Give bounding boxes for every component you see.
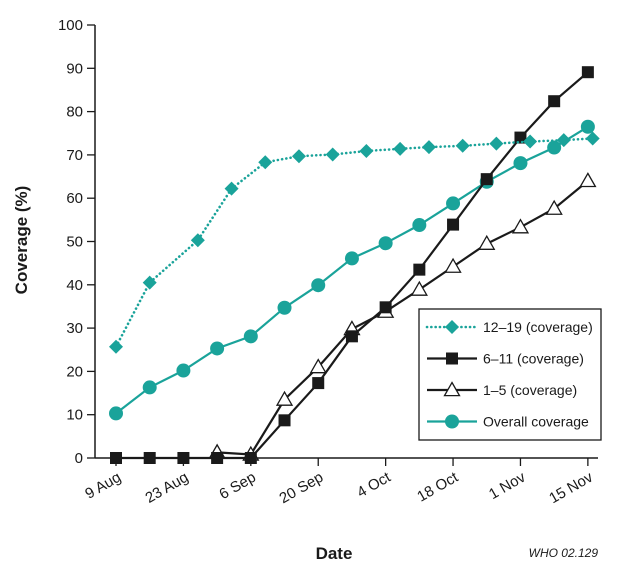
legend-label: Overall coverage [483,414,589,430]
data-point [109,339,123,354]
data-point [243,329,258,344]
legend-item: 12–19 (coverage) [425,319,593,335]
y-tick-label: 10 [66,407,83,424]
data-point [444,257,462,273]
data-point [547,140,562,155]
legend-item: 1–5 (coverage) [427,381,577,398]
data-point [177,452,190,464]
data-point [447,218,460,231]
data-point [110,452,122,464]
data-point [277,300,292,315]
data-point [344,251,359,266]
data-point [379,301,392,314]
legend-item: Overall coverage [427,414,589,430]
data-point [412,218,427,233]
legend-marker [446,352,458,365]
x-tick-label: 6 Sep [216,469,258,503]
x-tick-label: 1 Nov [486,468,529,503]
data-point [446,196,461,211]
series-line [217,180,589,456]
y-axis-title: Coverage (%) [12,186,31,295]
y-tick-label: 100 [58,17,83,34]
y-tick-label: 30 [66,320,83,337]
x-tick-label: 9 Aug [82,469,124,503]
legend-label: 12–19 (coverage) [483,319,593,335]
data-point [455,138,470,153]
data-point [211,452,224,464]
data-point [545,199,563,215]
x-tick-label: 23 Aug [142,469,191,507]
series-layer [109,66,600,464]
data-point [258,155,273,170]
y-tick-label: 20 [66,363,83,380]
legend: 12–19 (coverage) 6–11 (coverage) 1–5 (cove… [418,308,602,441]
data-point [210,341,225,356]
x-tick-label: 15 Nov [546,468,596,507]
data-point [585,131,600,146]
data-point [224,181,239,196]
figure-credit: WHO 02.129 [529,546,599,560]
data-point [421,140,436,155]
y-tick-label: 60 [66,190,83,207]
data-point [278,414,291,427]
data-point [275,390,294,406]
y-tick-label: 90 [66,60,83,77]
x-axis-title: Date [316,544,353,563]
data-point [244,452,257,464]
x-tick-label: 18 Oct [414,468,461,505]
legend-marker [443,381,461,397]
data-point [489,136,504,151]
series-1 [110,66,594,464]
data-point [291,149,306,164]
data-point [514,131,527,144]
data-point [480,173,493,186]
data-point [581,66,594,79]
data-point [311,278,326,293]
legend-marker [445,414,459,429]
x-tick-label: 4 Oct [354,468,394,501]
data-point [548,95,561,108]
legend-label: 1–5 (coverage) [483,382,577,398]
series-3 [109,119,595,421]
data-point [523,134,538,149]
data-point [109,406,123,421]
data-point [580,119,595,134]
data-point [511,218,530,234]
y-tick-label: 80 [66,104,83,121]
data-point [143,452,156,464]
legend-marker [445,320,459,334]
series-0 [109,131,600,354]
legend-label: 6–11 (coverage) [483,351,584,367]
data-point [190,233,205,248]
data-point [556,133,571,148]
data-point [176,363,191,378]
data-point [579,172,597,188]
data-point [478,234,496,250]
data-point [142,380,157,395]
data-point [142,275,157,290]
y-tick-label: 0 [75,450,83,467]
y-tick-label: 50 [66,234,83,251]
data-point [312,377,325,390]
data-point [309,358,327,374]
x-tick-label: 20 Sep [277,469,327,507]
data-point [345,330,358,343]
legend-item: 6–11 (coverage) [427,351,584,367]
data-point [393,141,408,156]
y-tick-label: 70 [66,147,83,164]
data-point [378,236,393,251]
data-point [413,263,426,276]
y-tick-label: 40 [66,277,83,294]
data-point [513,156,528,171]
data-point [325,147,340,162]
data-point [410,280,428,296]
data-point [359,144,374,159]
